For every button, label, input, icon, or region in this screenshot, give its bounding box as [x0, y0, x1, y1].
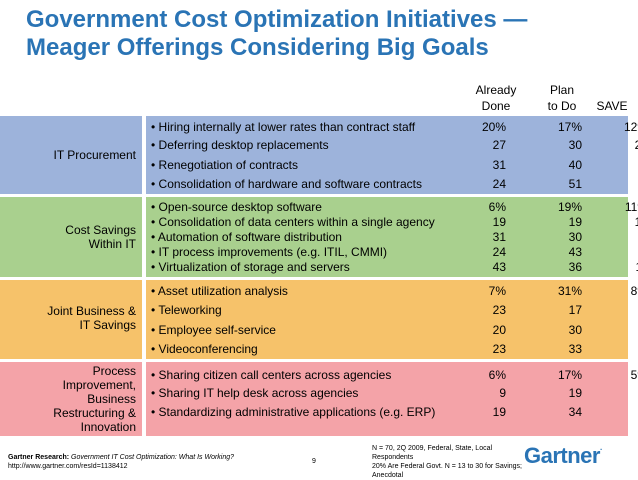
already-done-value: 23 [492, 303, 506, 317]
plan-to-do-value: 30 [568, 323, 582, 337]
gartner-logo: Gartner. [524, 443, 602, 468]
section-joint-business-it-savings: Joint Business & IT Savings • Asset utili… [0, 280, 638, 359]
already-done-value: 7% [488, 284, 506, 298]
already-done-value: 31 [492, 230, 506, 244]
initiative-label: • Open-source desktop software [151, 200, 322, 214]
plan-to-do-value: 19% [557, 200, 582, 214]
already-done-value: 19 [492, 215, 506, 229]
save-value: 5% [630, 368, 638, 382]
save-value: 22 [634, 138, 638, 152]
section-process-improvement: Process Improvement, Business Restructur… [0, 362, 638, 436]
survey-note: N = 70, 2Q 2009, Federal, State, Local R… [372, 445, 522, 479]
plan-to-do-value: 30 [568, 230, 582, 244]
already-done-value: 43 [492, 260, 506, 274]
plan-to-do-value: 31% [557, 284, 582, 298]
initiative-label: • Consolidation of data centers within a… [151, 215, 435, 229]
section-body: • Sharing citizen call centers across ag… [146, 362, 638, 436]
initiative-label: • IT process improvements (e.g. ITIL, CM… [151, 245, 388, 259]
plan-to-do-value: 19 [568, 215, 582, 229]
save-value: 4 [608, 303, 638, 317]
plan-to-do-value: 17% [557, 120, 582, 134]
save-value: 11% [624, 200, 638, 214]
save-value: 11 [608, 260, 638, 274]
initiative-label: • Standardizing administrative applicati… [151, 405, 436, 419]
plan-to-do-value: 34 [568, 405, 582, 419]
plan-to-do-value: 40 [568, 158, 582, 172]
already-done-value: 6% [488, 368, 506, 382]
initiative-label: • Deferring desktop replacements [151, 138, 329, 152]
plan-to-do-value: 51 [568, 177, 582, 191]
save-value: 8% [630, 284, 638, 298]
section-body: • Asset utilization analysis 7% 31% 8% •… [146, 280, 638, 359]
already-done-value: 24 [492, 245, 506, 259]
column-header-save: SAVE [596, 99, 628, 113]
section-it-procurement: IT Procurement • Hiring internally at lo… [0, 116, 638, 194]
plan-to-do-value: 19 [568, 386, 582, 400]
section-label: Joint Business & IT Savings [0, 280, 142, 359]
page-number: 9 [312, 458, 316, 465]
section-label: IT Procurement [0, 116, 142, 194]
save-value: 3 [608, 323, 638, 337]
initiative-label: • Employee self-service [151, 323, 276, 337]
column-header-already-done: Already Done [475, 83, 517, 113]
initiative-label: • Consolidation of hardware and software… [151, 177, 423, 191]
initiative-label: • Videoconferencing [151, 342, 258, 356]
title-line-1: Government Cost Optimization Initiatives… [26, 6, 528, 33]
initiative-label: • Automation of software distribution [151, 230, 342, 244]
section-cost-savings-within-it: Cost Savings Within IT • Open-source desk… [0, 197, 638, 277]
already-done-value: 31 [492, 158, 506, 172]
save-value: 4 [608, 245, 638, 259]
plan-to-do-value: 30 [568, 138, 582, 152]
initiative-label: • Sharing citizen call centers across ag… [151, 368, 392, 382]
already-done-value: 27 [492, 138, 506, 152]
initiative-label: • Sharing IT help desk across agencies [151, 386, 359, 400]
save-value: 12% [623, 120, 638, 134]
section-label: Process Improvement, Business Restructur… [0, 362, 142, 436]
initiative-label: • Asset utilization analysis [151, 284, 288, 298]
plan-to-do-value: 17 [568, 303, 582, 317]
title-line-2: Meager Offerings Considering Big Goals [26, 34, 489, 61]
plan-to-do-value: 36 [568, 260, 582, 274]
plan-to-do-value: 17% [557, 368, 582, 382]
initiative-label: • Teleworking [151, 303, 222, 317]
section-label: Cost Savings Within IT [0, 197, 142, 277]
plan-to-do-value: 43 [568, 245, 582, 259]
save-value: 5 [608, 230, 638, 244]
save-value: 3 [608, 386, 638, 400]
already-done-value: 20 [492, 323, 506, 337]
already-done-value: 24 [492, 177, 506, 191]
footer-citation: Gartner Research: Government IT Cost Opt… [8, 454, 235, 470]
page-title: Government Cost Optimization Initiatives… [26, 6, 626, 62]
initiative-label: • Virtualization of storage and servers [151, 260, 350, 274]
already-done-value: 20% [481, 120, 506, 134]
save-value: 7 [608, 405, 638, 419]
plan-to-do-value: 33 [568, 342, 582, 356]
section-body: • Open-source desktop software 6% 19% 11… [146, 197, 638, 277]
initiative-label: • Renegotiation of contracts [151, 158, 298, 172]
section-body: • Hiring internally at lower rates than … [146, 116, 638, 194]
save-value: 9 [608, 177, 638, 191]
initiative-label: • Hiring internally at lower rates than … [151, 120, 416, 134]
already-done-value: 9 [499, 386, 506, 400]
already-done-value: 6% [488, 200, 506, 214]
save-value: 14 [634, 215, 638, 229]
save-value: 9 [608, 158, 638, 172]
already-done-value: 23 [492, 342, 506, 356]
save-value: 7 [608, 342, 638, 356]
already-done-value: 19 [492, 405, 506, 419]
footer-url[interactable]: http://www.gartner.com/resId=1138412 [8, 463, 128, 470]
column-header-plan-to-do: Plan to Do [547, 83, 577, 113]
